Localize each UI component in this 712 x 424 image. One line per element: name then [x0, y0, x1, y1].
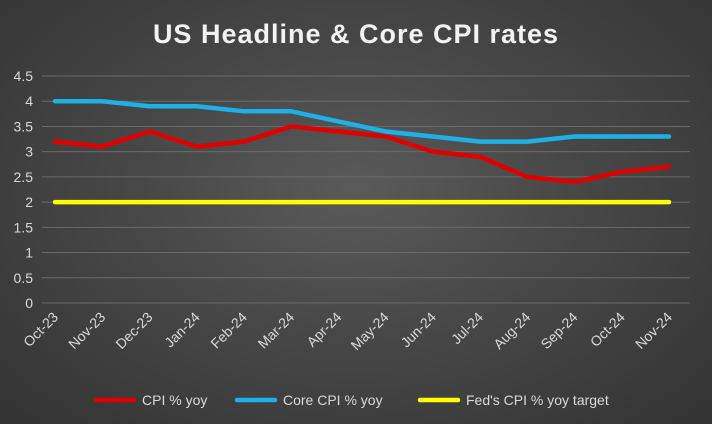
y-tick-label: 0.5 [14, 270, 34, 286]
x-tick-label: Aug-24 [490, 309, 533, 352]
y-tick-label: 2 [25, 194, 33, 210]
x-tick-label: Jun-24 [397, 309, 439, 351]
series-lines [52, 98, 672, 205]
series-line-0 [52, 124, 672, 185]
x-tick-label: Mar-24 [255, 309, 298, 352]
x-tick-label: Nov-24 [632, 309, 675, 352]
y-tick-label: 4 [25, 93, 33, 109]
y-tick-label: 1.5 [14, 219, 34, 235]
y-axis-ticks: 0 0.5 1 1.5 2 2.5 3 3.5 4 4.5 [14, 68, 34, 311]
y-tick-label: 3 [25, 144, 33, 160]
y-tick-label: 2.5 [14, 169, 34, 185]
y-tick-label: 1 [25, 245, 33, 261]
x-tick-label: Dec-23 [112, 309, 155, 352]
x-tick-label: Jul-24 [448, 309, 486, 347]
chart-title: US Headline & Core CPI rates [153, 19, 559, 49]
gridlines [42, 75, 690, 304]
legend-label: Core CPI % yoy [283, 392, 383, 408]
x-tick-label: Apr-24 [303, 309, 344, 350]
series-line-1 [52, 98, 672, 144]
legend-label: Fed's CPI % yoy target [466, 392, 609, 408]
x-tick-label: Nov-23 [65, 309, 108, 352]
x-tick-label: Feb-24 [207, 309, 250, 352]
x-tick-label: Jan-24 [161, 309, 203, 351]
x-axis-ticks: Oct-23 Nov-23 Dec-23 Jan-24 Feb-24 Mar-24 Apr-… [20, 309, 675, 353]
y-tick-label: 4.5 [14, 68, 34, 84]
x-tick-label: Oct-23 [20, 309, 61, 350]
x-tick-label: Oct-24 [587, 309, 628, 350]
x-tick-label: Sep-24 [537, 309, 580, 352]
y-tick-label: 0 [25, 295, 33, 311]
y-tick-label: 3.5 [14, 118, 34, 134]
legend-label: CPI % yoy [142, 392, 207, 408]
x-tick-label: May-24 [347, 309, 391, 353]
legend: CPI % yoy Core CPI % yoy Fed's CPI % yoy t… [93, 392, 609, 408]
